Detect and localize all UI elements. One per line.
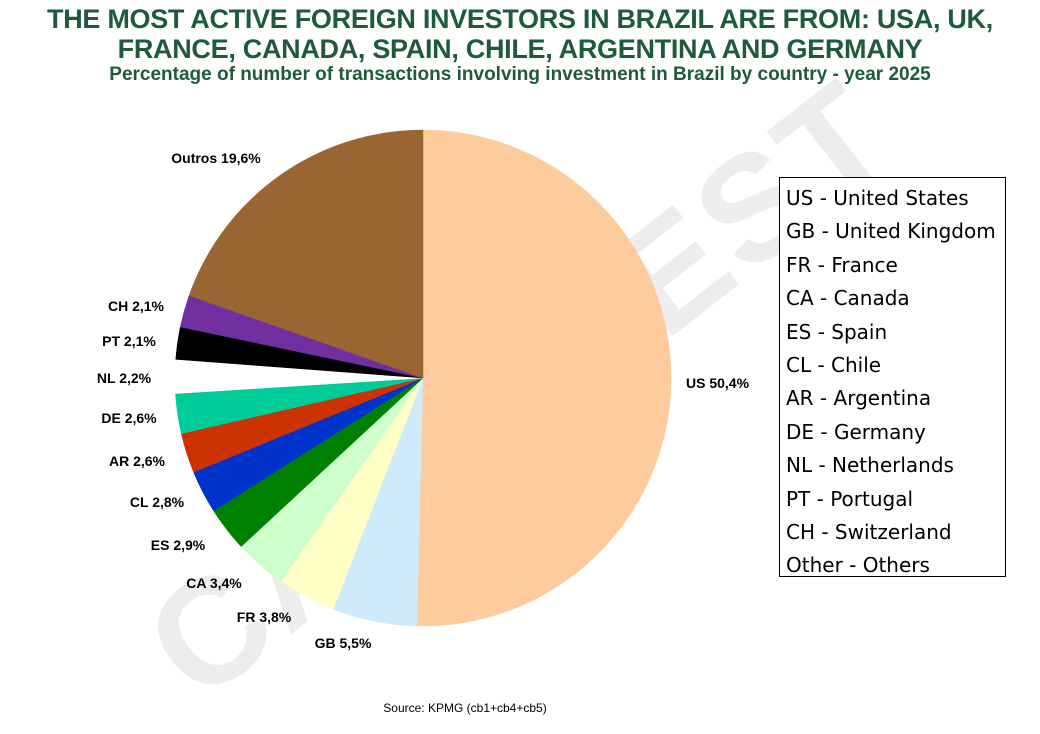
chart-title-line1: THE MOST ACTIVE FOREIGN INVESTORS IN BRA… (47, 4, 993, 34)
legend-item-pt: PT - Portugal (786, 486, 914, 511)
slice-label-es: ES 2,9% (151, 537, 206, 553)
legend-item-cl: CL - Chile (786, 353, 882, 378)
chart-title: THE MOST ACTIVE FOREIGN INVESTORS IN BRA… (0, 4, 1040, 64)
pie-slice-outros (188, 129, 424, 379)
slice-label-pt: PT 2,1% (102, 333, 156, 349)
legend: US - United States GB - United Kingdom F… (779, 177, 1006, 577)
pie-slice-us (416, 129, 672, 627)
chart-subtitle: Percentage of number of transactions inv… (109, 64, 931, 85)
legend-item-us: US - United States (786, 186, 969, 210)
legend-item-ca: CA - Canada (786, 286, 910, 311)
slice-label-ar: AR 2,6% (109, 453, 166, 469)
slice-label-fr: FR 3,8% (237, 609, 292, 625)
legend-item-other: Other - Others (786, 553, 930, 578)
slice-label-gb: GB 5,5% (315, 635, 372, 651)
source-note: Source: KPMG (cb1+cb4+cb5) (383, 701, 547, 715)
slice-label-ch: CH 2,1% (108, 298, 165, 314)
slice-label-ca: CA 3,4% (186, 575, 242, 591)
slice-label-us: US 50,4% (686, 375, 750, 391)
legend-item-ch: CH - Switzerland (786, 520, 952, 545)
slice-label-cl: CL 2,8% (130, 494, 185, 510)
legend-item-nl: NL - Netherlands (786, 453, 954, 478)
slice-label-de: DE 2,6% (101, 410, 157, 426)
legend-item-gb: GB - United Kingdom (786, 219, 996, 244)
pie-labels: US 50,4% GB 5,5% FR 3,8% CA 3,4% ES 2,9% CL 2… (97, 150, 750, 651)
slice-label-nl: NL 2,2% (97, 370, 152, 386)
slice-label-outros: Outros 19,6% (171, 150, 261, 166)
pie-slices (174, 129, 672, 627)
legend-item-es: ES - Spain (786, 319, 888, 344)
legend-item-ar: AR - Argentina (786, 386, 932, 411)
chart-title-line2: FRANCE, CANADA, SPAIN, CHILE, ARGENTINA … (117, 34, 923, 64)
legend-item-de: DE - Germany (786, 419, 926, 444)
legend-item-fr: FR - France (786, 252, 898, 277)
